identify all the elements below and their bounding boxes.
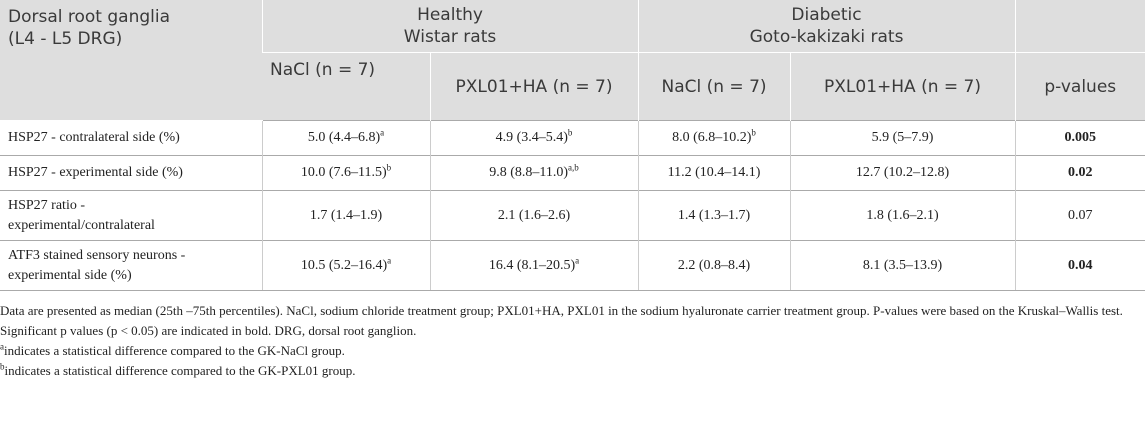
- table-cell: 4.9 (3.4–5.4)b: [429, 120, 639, 156]
- table-cell: 16.4 (8.1–20.5)a: [429, 240, 639, 291]
- header-cell: Dorsal root ganglia (L4 - L5 DRG): [0, 0, 262, 121]
- cell-value: 10.0 (7.6–11.5): [300, 165, 387, 180]
- superscript: a,b: [568, 162, 579, 173]
- footnote-mark: b: [0, 361, 5, 372]
- p-value-cell: 0.07: [1014, 190, 1145, 241]
- table-cell: 2.2 (0.8–8.4): [637, 240, 791, 291]
- group-label: Healthy: [417, 5, 483, 25]
- cell-value: 2.1 (1.6–2.6): [497, 207, 571, 223]
- row-label-line: experimental side (%): [8, 267, 132, 283]
- superscript: a: [575, 254, 580, 265]
- footnote-text: indicates a statistical difference compa…: [4, 343, 345, 358]
- cell-value: 11.2 (10.4–14.1): [667, 165, 761, 180]
- footnote: aindicates a statistical difference comp…: [0, 341, 1145, 361]
- column-header: NaCl (n = 7): [262, 52, 430, 121]
- p-value-cell: 0.02: [1014, 155, 1145, 191]
- cell-value: 4.9 (3.4–5.4): [495, 130, 568, 145]
- table-row: HSP27 - contralateral side (%) 5.0 (4.4–6…: [0, 120, 1145, 156]
- row-label-line: HSP27 - experimental side (%): [8, 165, 183, 180]
- p-value: 0.07: [1068, 207, 1093, 223]
- group-header: Diabetic Goto-kakizaki rats: [637, 0, 1016, 53]
- superscript: a: [380, 127, 385, 138]
- column-header: PXL01+HA (n = 7): [789, 52, 1016, 121]
- footnote-mark: a: [0, 341, 4, 352]
- p-value-cell: 0.005: [1014, 120, 1145, 156]
- cell-value: 5.9 (5–7.9): [871, 130, 934, 145]
- group-label: Goto-kakizaki rats: [749, 27, 904, 47]
- table-notes: Data are presented as median (25th –75th…: [0, 291, 1145, 381]
- row-label-line: HSP27 ratio -: [8, 197, 85, 213]
- table-cell: 8.0 (6.8–10.2)b: [637, 120, 791, 156]
- cell-value: 8.1 (3.5–13.9): [862, 257, 943, 273]
- column-header: PXL01+HA (n = 7): [429, 52, 639, 121]
- table-cell: 12.7 (10.2–12.8): [789, 155, 1016, 191]
- cell-value: 9.8 (8.8–11.0): [489, 165, 569, 180]
- note-text: Data are presented as median (25th –75th…: [0, 303, 1123, 338]
- table-row: HSP27 ratio - experimental/contralateral 1…: [0, 190, 1145, 241]
- superscript: b: [751, 127, 756, 138]
- cell-value: 1.7 (1.4–1.9): [309, 207, 383, 223]
- row-label: HSP27 - contralateral side (%): [0, 120, 262, 156]
- table-cell: 10.0 (7.6–11.5)b: [261, 155, 430, 191]
- table-cell: 9.8 (8.8–11.0)a,b: [429, 155, 639, 191]
- cell-value: 1.8 (1.6–2.1): [866, 207, 939, 223]
- table-row: ATF3 stained sensory neurons - experiment…: [0, 240, 1145, 291]
- cell-value: 16.4 (8.1–20.5): [488, 257, 576, 273]
- header-cell: [1014, 0, 1145, 53]
- cell-value: 1.4 (1.3–1.7): [677, 207, 751, 223]
- cell-value: 5.0 (4.4–6.8): [307, 130, 381, 145]
- table-cell: 2.1 (1.6–2.6): [429, 190, 639, 241]
- group-label: Wistar rats: [403, 27, 497, 47]
- table-body: HSP27 - contralateral side (%) 5.0 (4.4–6…: [0, 120, 1145, 291]
- group-header: Healthy Wistar rats: [261, 0, 639, 53]
- table-cell: 1.7 (1.4–1.9): [261, 190, 430, 241]
- row-label-line: experimental/contralateral: [8, 217, 155, 233]
- row-label: HSP27 - experimental side (%): [0, 155, 262, 191]
- corner-label: (L4 - L5 DRG): [8, 29, 123, 49]
- superscript: a: [387, 254, 392, 265]
- table-cell: 5.9 (5–7.9): [789, 120, 1016, 156]
- row-label-line: ATF3 stained sensory neurons -: [8, 247, 186, 263]
- header-row: Dorsal root ganglia (L4 - L5 DRG) Healthy W…: [0, 0, 1145, 121]
- table-cell: 8.1 (3.5–13.9): [789, 240, 1016, 291]
- data-table: Dorsal root ganglia (L4 - L5 DRG) Healthy W…: [0, 0, 1145, 291]
- p-value: 0.02: [1068, 165, 1093, 180]
- cell-value: 10.5 (5.2–16.4): [300, 257, 388, 273]
- superscript: b: [386, 162, 392, 173]
- p-value-cell: 0.04: [1014, 240, 1145, 291]
- table-cell: 1.4 (1.3–1.7): [637, 190, 791, 241]
- row-label: HSP27 ratio - experimental/contralateral: [0, 190, 262, 241]
- table-cell: 11.2 (10.4–14.1): [637, 155, 791, 191]
- superscript: b: [567, 127, 573, 138]
- cell-value: 8.0 (6.8–10.2): [672, 130, 752, 145]
- cell-value: 12.7 (10.2–12.8): [855, 165, 950, 180]
- table-cell: 1.8 (1.6–2.1): [789, 190, 1016, 241]
- corner-label: Dorsal root ganglia: [8, 7, 171, 27]
- table-header: Dorsal root ganglia (L4 - L5 DRG) Healthy W…: [0, 0, 1145, 121]
- footnote-text: indicates a statistical difference compa…: [4, 363, 356, 378]
- p-value: 0.04: [1068, 257, 1093, 273]
- footnote: bindicates a statistical difference comp…: [0, 361, 1145, 381]
- table-cell: 5.0 (4.4–6.8)a: [261, 120, 430, 156]
- column-header: NaCl (n = 7): [637, 52, 791, 121]
- table-cell: 10.5 (5.2–16.4)a: [261, 240, 430, 291]
- table-row: HSP27 - experimental side (%) 10.0 (7.6–1…: [0, 155, 1145, 191]
- group-label: Diabetic: [791, 5, 862, 25]
- row-label-line: HSP27 - contralateral side (%): [8, 130, 180, 145]
- cell-value: 2.2 (0.8–8.4): [677, 257, 751, 273]
- row-label: ATF3 stained sensory neurons - experiment…: [0, 240, 262, 291]
- column-header: p-values: [1014, 52, 1145, 121]
- header-row: NaCl (n = 7) PXL01+HA (n = 7) NaCl (n = 7)…: [0, 52, 1145, 121]
- p-value: 0.005: [1064, 130, 1097, 145]
